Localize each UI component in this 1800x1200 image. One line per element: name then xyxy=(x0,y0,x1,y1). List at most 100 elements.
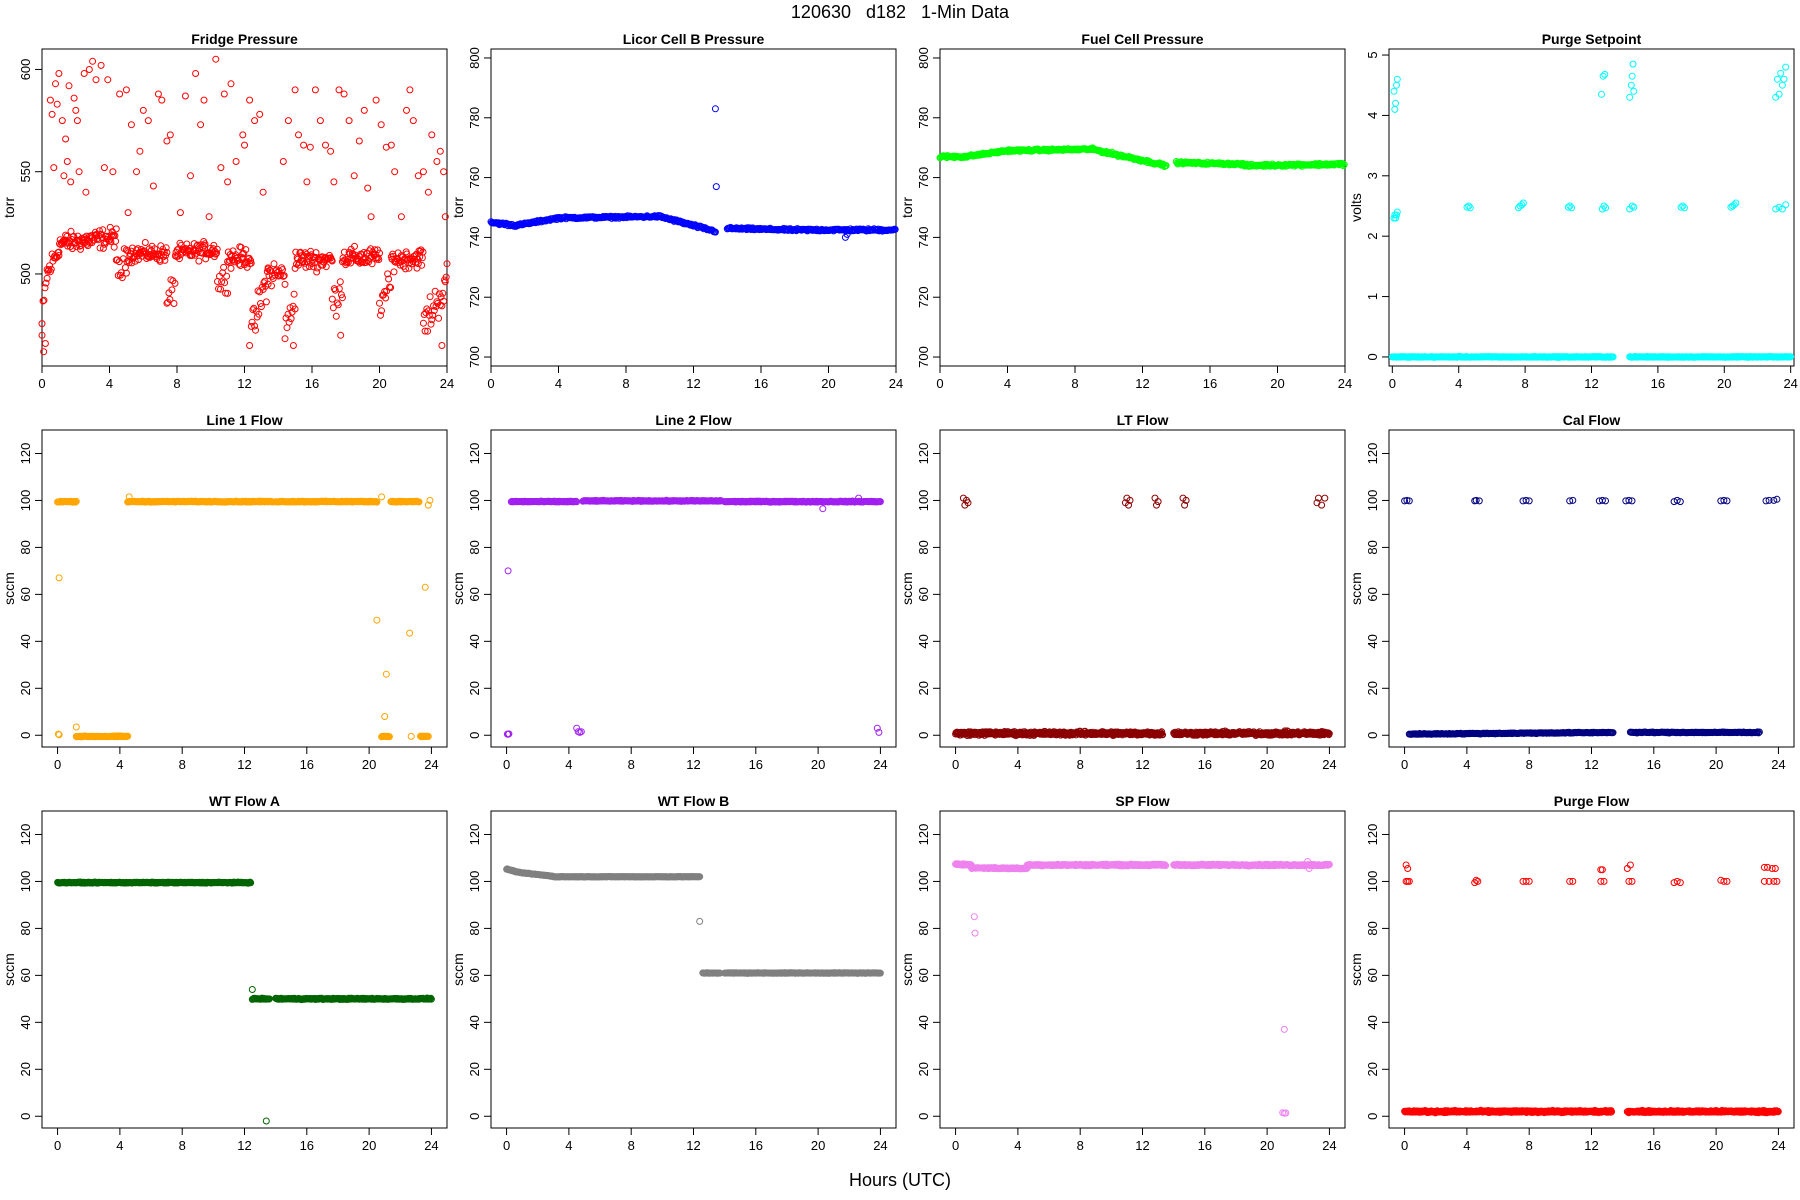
data-point xyxy=(711,105,719,113)
data-point xyxy=(200,96,208,104)
data-point xyxy=(1782,63,1790,71)
y-tick-label: 20 xyxy=(1365,681,1380,695)
data-point xyxy=(55,248,63,256)
x-tick-label: 20 xyxy=(811,757,825,772)
series-points xyxy=(54,493,434,741)
y-tick-label: 20 xyxy=(18,681,33,695)
data-point xyxy=(385,275,393,283)
data-point xyxy=(170,300,178,307)
data-point xyxy=(328,295,336,303)
data-point xyxy=(241,141,248,149)
data-point xyxy=(107,238,115,245)
y-tick-label: 40 xyxy=(916,634,931,648)
data-point xyxy=(322,263,330,271)
data-point xyxy=(1630,87,1638,95)
x-tick-label: 0 xyxy=(952,757,959,772)
x-tick-label: 24 xyxy=(424,1138,438,1153)
data-point xyxy=(295,131,302,139)
data-point xyxy=(368,260,376,268)
data-point xyxy=(74,232,82,240)
data-point xyxy=(334,301,342,309)
y-tick-label: 700 xyxy=(467,346,482,368)
data-point xyxy=(1777,69,1785,77)
y-tick-label: 20 xyxy=(467,681,482,695)
x-tick-label: 24 xyxy=(1338,376,1352,391)
data-point xyxy=(141,239,149,246)
data-point xyxy=(313,268,321,276)
data-point xyxy=(41,284,49,292)
data-point xyxy=(144,117,152,125)
data-point xyxy=(109,168,117,176)
data-point xyxy=(67,178,75,186)
data-point xyxy=(429,311,437,319)
data-point xyxy=(438,342,446,349)
x-tick-label: 0 xyxy=(54,757,61,772)
series-points xyxy=(487,105,899,241)
data-point xyxy=(53,100,61,108)
data-point xyxy=(1626,93,1634,101)
data-point xyxy=(1628,72,1636,80)
x-tick-label: 0 xyxy=(54,1138,61,1153)
data-point xyxy=(1465,202,1473,210)
data-point xyxy=(217,164,225,172)
data-point xyxy=(260,279,268,287)
x-tick-label: 16 xyxy=(300,1138,314,1153)
x-tick-label: 8 xyxy=(1521,376,1528,391)
y-tick-label: 40 xyxy=(18,1015,33,1029)
data-point xyxy=(378,493,386,501)
data-point xyxy=(80,70,88,77)
data-point xyxy=(419,319,427,327)
y-tick-label: 120 xyxy=(1365,443,1380,465)
x-tick-label: 8 xyxy=(173,376,180,391)
data-point xyxy=(504,567,512,575)
data-point xyxy=(40,348,48,356)
data-point xyxy=(406,629,414,637)
x-tick-label: 16 xyxy=(1203,376,1217,391)
x-tick-label: 12 xyxy=(686,757,700,772)
data-point xyxy=(443,260,451,268)
data-point xyxy=(1321,494,1329,502)
x-tick-label: 8 xyxy=(1526,757,1533,772)
y-tick-label: 800 xyxy=(916,47,931,69)
y-axis-label: sccm xyxy=(1348,572,1364,605)
data-point xyxy=(439,289,447,297)
data-point xyxy=(1393,75,1401,83)
plot-title: Purge Setpoint xyxy=(1542,31,1642,47)
data-point xyxy=(94,236,102,244)
data-point xyxy=(158,96,166,104)
data-point xyxy=(217,285,224,293)
y-tick-label: 1 xyxy=(1365,293,1380,300)
data-point xyxy=(711,228,719,236)
x-tick-label: 24 xyxy=(1771,757,1785,772)
data-point xyxy=(181,92,189,100)
data-point xyxy=(55,252,63,259)
y-axis-label: torr xyxy=(1,197,17,218)
x-tick-label: 0 xyxy=(487,376,494,391)
data-point xyxy=(89,57,97,65)
data-point xyxy=(191,251,199,259)
data-point xyxy=(97,61,105,69)
data-point xyxy=(428,316,436,324)
data-point xyxy=(52,80,59,88)
data-point xyxy=(414,255,422,263)
data-point xyxy=(340,90,348,98)
data-point xyxy=(381,713,389,720)
x-tick-label: 4 xyxy=(1463,757,1470,772)
y-tick-label: 100 xyxy=(916,490,931,512)
data-point xyxy=(160,253,167,261)
data-point xyxy=(276,272,284,280)
y-tick-label: 80 xyxy=(467,540,482,554)
data-point xyxy=(419,248,427,256)
data-point xyxy=(345,117,353,125)
plot-frame xyxy=(939,429,1346,748)
data-point xyxy=(218,278,226,286)
data-point xyxy=(287,315,295,323)
x-tick-label: 12 xyxy=(1584,376,1598,391)
data-point xyxy=(122,246,130,254)
y-axis-label: sccm xyxy=(1,953,17,986)
data-point xyxy=(338,294,346,302)
data-point xyxy=(163,249,171,256)
page-title: 120630 d182 1-Min Data xyxy=(790,2,1010,22)
